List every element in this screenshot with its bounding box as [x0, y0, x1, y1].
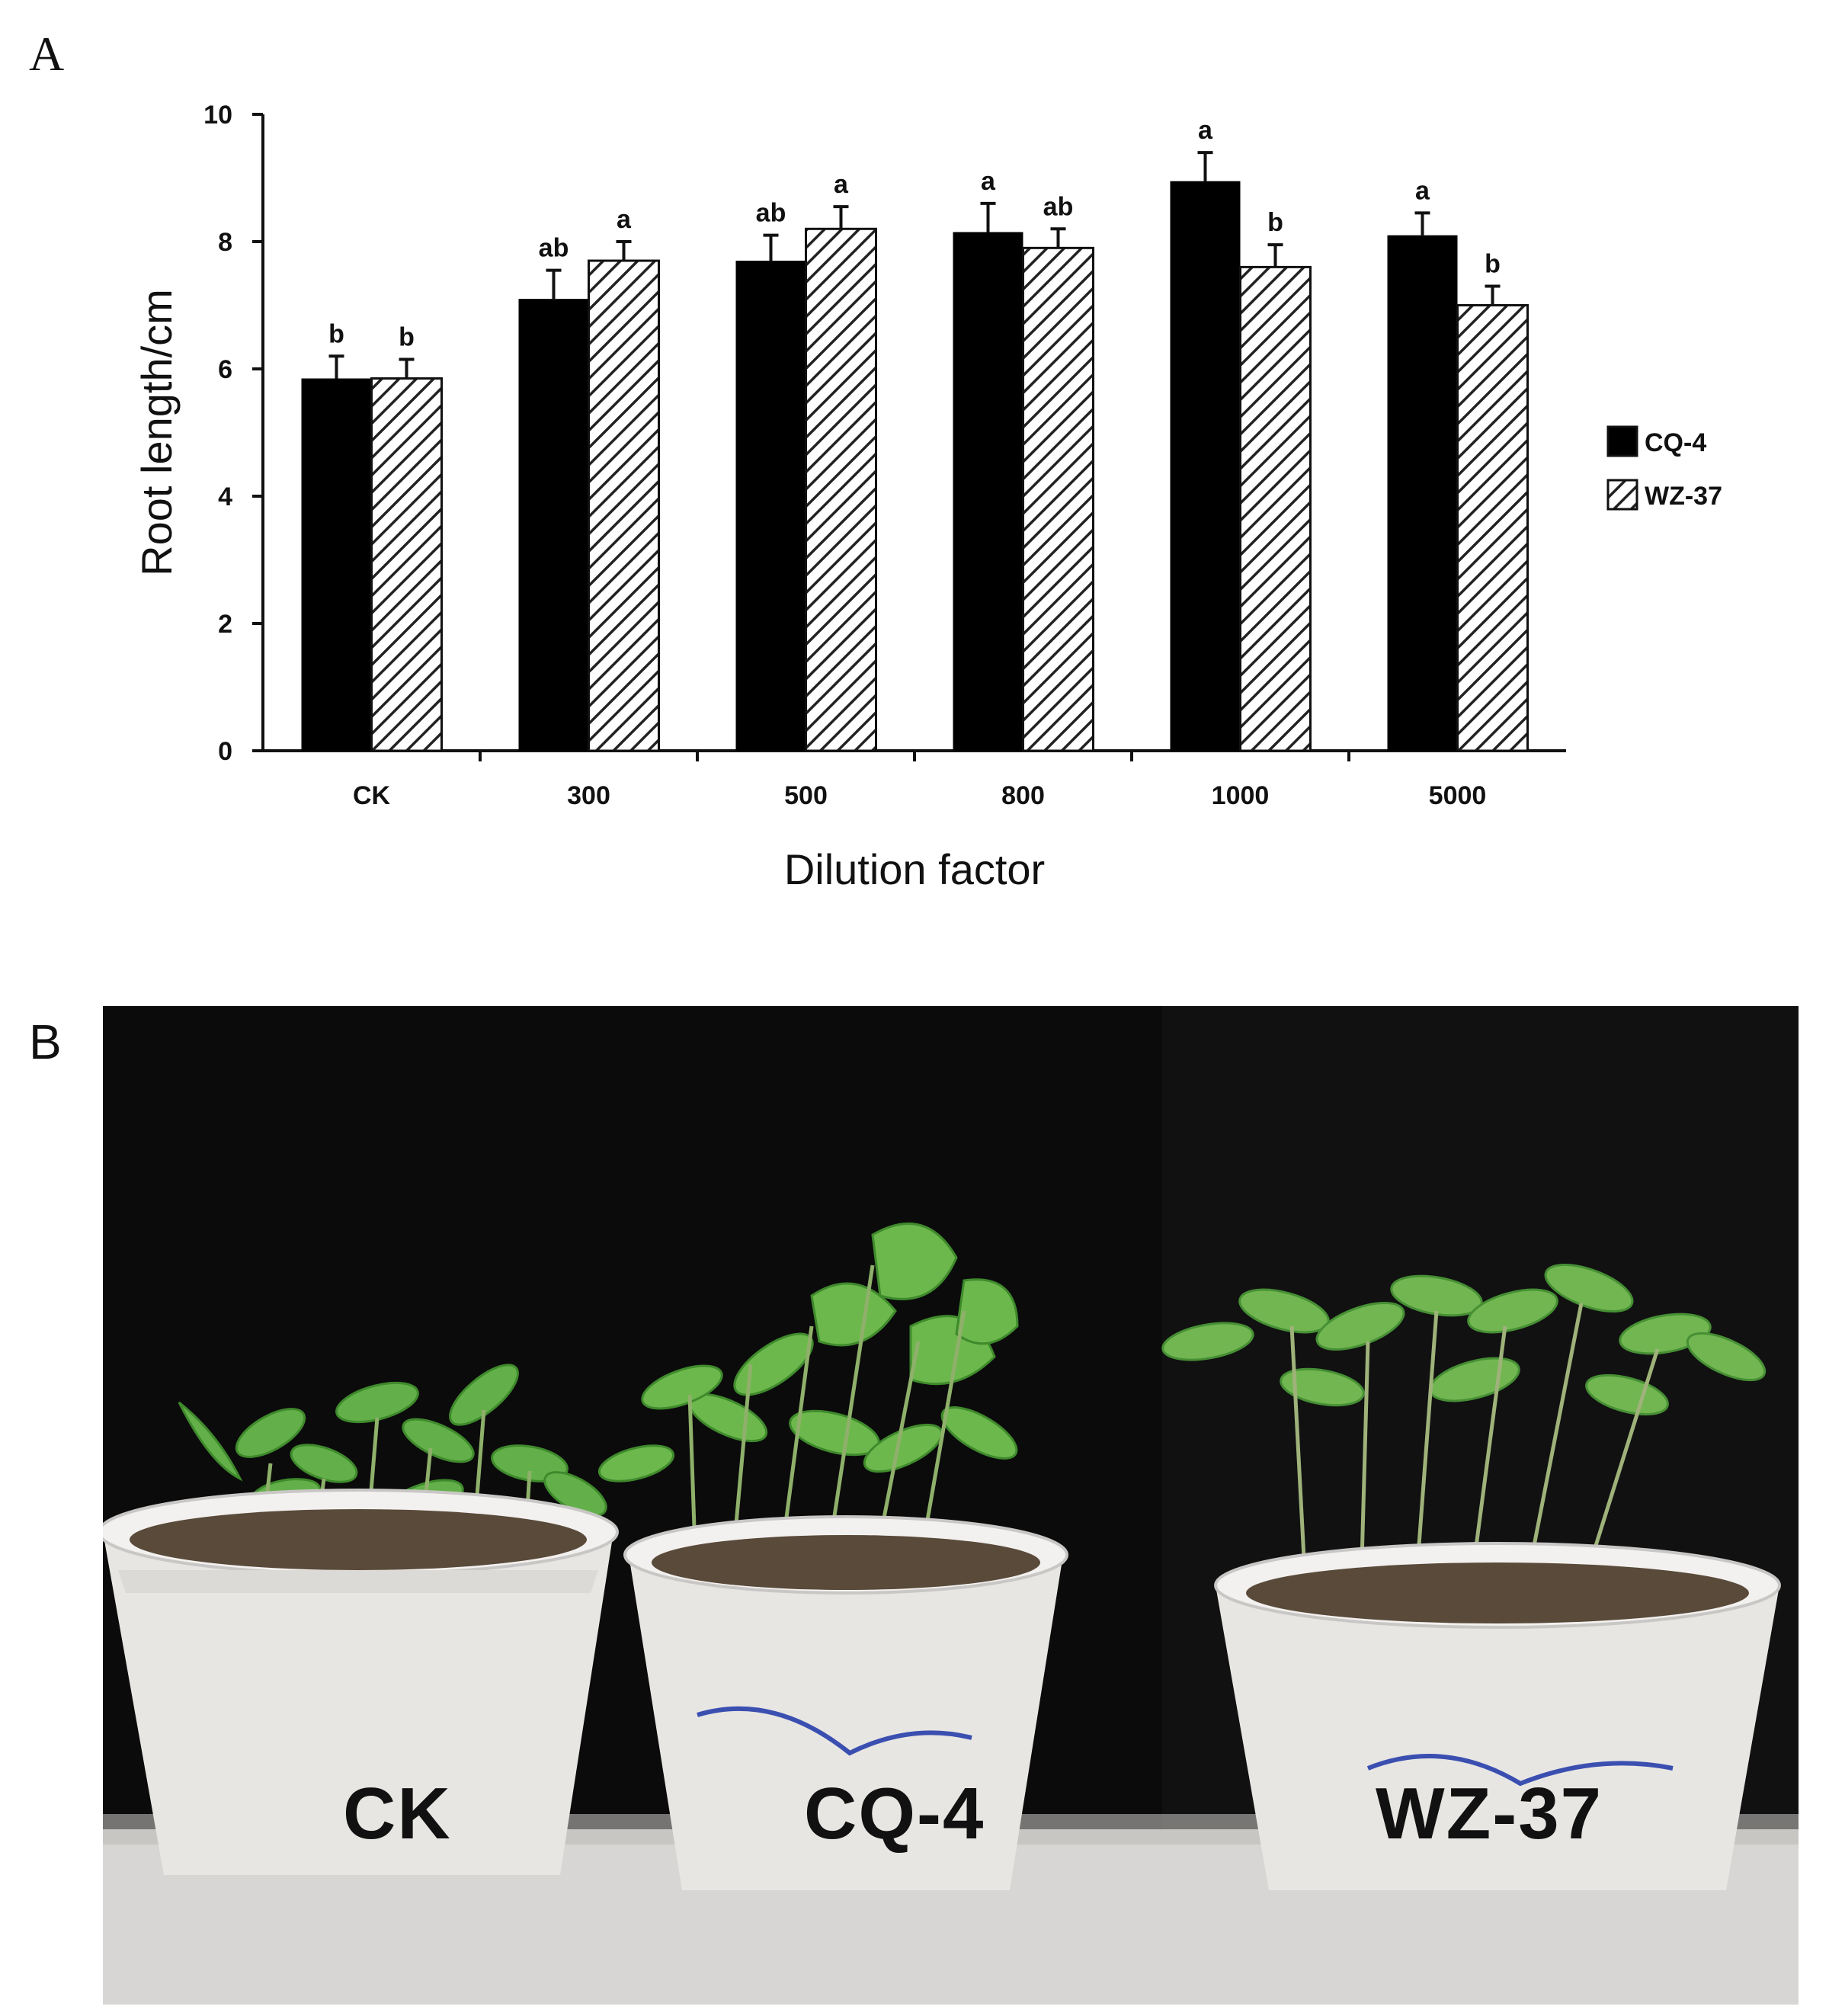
significance-label: b	[328, 319, 344, 348]
bar-wz37	[1456, 304, 1529, 752]
x-tick-label: 800	[1001, 781, 1045, 810]
bar-wz37	[805, 227, 877, 752]
significance-label: ab	[539, 234, 569, 263]
significance-label: a	[1415, 176, 1430, 205]
legend-label: CQ-4	[1645, 428, 1706, 457]
significance-label: ab	[1043, 192, 1074, 221]
bar-cq4	[1170, 181, 1241, 752]
bar-cq4	[953, 232, 1023, 752]
y-tick-label: 6	[218, 355, 232, 384]
significance-label: ab	[756, 199, 786, 228]
x-tick-label: 500	[784, 781, 828, 810]
bar-wz37	[1022, 246, 1094, 752]
y-axis-title: Root length/cm	[133, 289, 181, 576]
significance-label: b	[399, 322, 415, 351]
legend-swatch	[1606, 479, 1638, 511]
bar-cq4	[301, 378, 372, 751]
significance-label: a	[834, 170, 849, 199]
plant-pots-photo: CK CQ-4 WZ-37	[103, 1006, 1799, 2005]
bar-cq4	[1387, 235, 1458, 751]
y-tick-label: 8	[218, 228, 232, 257]
bar-wz37	[588, 259, 660, 752]
pot-wz37	[1161, 1264, 1781, 1890]
y-tick-label: 2	[218, 610, 232, 639]
x-axis-title: Dilution factor	[784, 845, 1045, 893]
legend-label: WZ-37	[1645, 482, 1722, 511]
x-tick-label: 300	[567, 781, 610, 810]
chart-legend: CQ-4 WZ-37	[1606, 425, 1722, 511]
significance-label: a	[981, 167, 996, 196]
x-tick-label: 5000	[1429, 781, 1487, 810]
chart-axes	[252, 113, 1566, 761]
pot-label-ck: CK	[343, 1773, 452, 1854]
bar-cq4	[735, 261, 806, 751]
pot-ck	[103, 1364, 619, 1875]
pot-label-wz37: WZ-37	[1376, 1773, 1603, 1854]
pot-cq4	[597, 1223, 1068, 1890]
legend-swatch	[1606, 425, 1638, 457]
x-tick-label: CK	[353, 781, 391, 810]
panel-a-label: A	[29, 27, 65, 81]
bar-wz37	[1239, 265, 1312, 752]
panel-b-label: B	[29, 1014, 62, 1069]
significance-label: b	[1267, 208, 1283, 237]
y-tick-label: 10	[203, 101, 232, 130]
chart-bars	[301, 151, 1529, 752]
pot-label-cq4: CQ-4	[804, 1773, 985, 1854]
y-tick-label: 4	[218, 482, 232, 511]
y-tick-label: 0	[218, 737, 232, 766]
significance-label: a	[1198, 116, 1213, 145]
bar-wz37	[370, 377, 443, 752]
bar-cq4	[518, 299, 589, 751]
significance-label: b	[1485, 249, 1501, 278]
x-tick-label: 1000	[1212, 781, 1270, 810]
significance-label: a	[617, 205, 632, 234]
plant-pots-illustration	[103, 1006, 1799, 2005]
